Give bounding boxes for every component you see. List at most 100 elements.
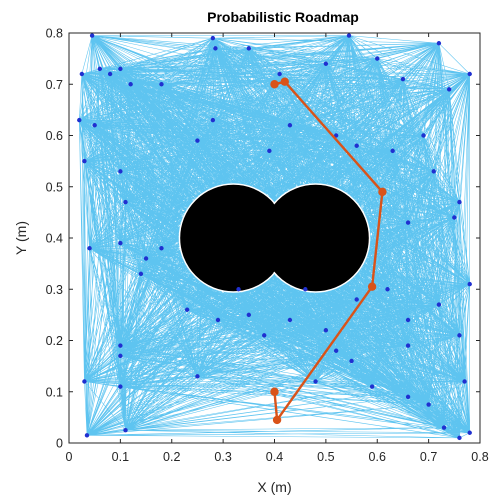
- roadmap-node: [354, 143, 359, 148]
- y-tick-label: 0.6: [46, 129, 63, 143]
- x-tick-label: 0.4: [266, 450, 283, 464]
- roadmap-node: [375, 56, 380, 61]
- roadmap-node: [467, 281, 472, 287]
- roadmap-node: [246, 46, 252, 51]
- x-tick-label: 0.1: [112, 450, 129, 464]
- roadmap-node: [346, 33, 352, 38]
- roadmap-nodes: [77, 33, 472, 441]
- y-axis-ticks: 0 0.1 0.2 0.3 0.4 0.5 0.6 0.7 0.8: [46, 27, 480, 451]
- y-tick-label: 0.5: [46, 180, 63, 194]
- roadmap-node: [287, 123, 293, 128]
- roadmap-node: [313, 379, 318, 384]
- roadmap-node: [426, 402, 431, 407]
- path-waypoint: [378, 187, 387, 197]
- roadmap-node: [457, 333, 462, 338]
- roadmap-node: [118, 343, 123, 348]
- y-tick-label: 0.7: [46, 78, 63, 92]
- roadmap-node: [369, 384, 375, 389]
- path-waypoint: [280, 77, 289, 86]
- roadmap-node: [436, 41, 442, 46]
- x-tick-label: 0.8: [471, 450, 488, 464]
- roadmap-node: [446, 87, 452, 92]
- roadmap-node: [184, 307, 190, 312]
- roadmap-node: [262, 333, 267, 338]
- roadmap-node: [287, 317, 293, 323]
- roadmap-node: [323, 328, 329, 333]
- roadmap-node: [213, 46, 218, 51]
- y-tick-label: 0.8: [46, 27, 63, 41]
- roadmap-node: [107, 71, 113, 77]
- roadmap-node: [92, 123, 97, 128]
- roadmap-node: [462, 379, 467, 384]
- roadmap-node: [405, 220, 411, 225]
- roadmap-node: [118, 169, 123, 174]
- roadmap-node: [441, 425, 447, 430]
- y-tick-label: 0.1: [46, 385, 63, 399]
- roadmap-node: [128, 82, 133, 87]
- path-waypoint: [272, 415, 282, 425]
- roadmap-node: [421, 133, 426, 138]
- roadmap-node: [159, 82, 164, 87]
- x-tick-label: 0.6: [369, 450, 386, 464]
- roadmap-node: [118, 240, 123, 246]
- roadmap-node: [97, 66, 103, 72]
- y-tick-label: 0.2: [46, 334, 63, 348]
- y-tick-label: 0.3: [46, 283, 63, 297]
- roadmap-node: [143, 256, 149, 261]
- x-tick-label: 0.7: [420, 450, 437, 464]
- obstacles: [178, 183, 371, 293]
- roadmap-node: [457, 435, 462, 441]
- roadmap-node: [118, 353, 123, 359]
- roadmap-node: [210, 35, 216, 41]
- y-axis-label: Y (m): [13, 221, 29, 255]
- x-tick-label: 0.5: [317, 450, 334, 464]
- roadmap-node: [431, 169, 436, 174]
- roadmap-node: [349, 358, 354, 364]
- roadmap-node: [195, 374, 200, 379]
- roadmap-node: [215, 317, 221, 323]
- path-waypoint: [270, 80, 279, 89]
- roadmap-node: [457, 199, 462, 205]
- x-tick-label: 0: [66, 450, 73, 464]
- x-tick-label: 0.2: [163, 450, 180, 464]
- roadmap-node: [303, 287, 308, 292]
- x-tick-label: 0.3: [214, 450, 231, 464]
- y-tick-label: 0.4: [46, 232, 63, 246]
- roadmap-node: [467, 430, 472, 435]
- roadmap-node: [436, 302, 442, 307]
- obstacle-fill-1: [180, 185, 287, 291]
- roadmap-node: [333, 348, 339, 353]
- roadmap-node: [77, 117, 82, 123]
- roadmap-node: [195, 138, 200, 143]
- path-waypoint: [367, 282, 377, 291]
- roadmap-node: [84, 433, 90, 438]
- roadmap-node: [277, 71, 282, 77]
- roadmap-node: [246, 312, 252, 318]
- roadmap-node: [118, 384, 123, 389]
- roadmap-node: [323, 61, 329, 66]
- path-waypoint: [270, 387, 279, 396]
- roadmap-node: [82, 379, 87, 384]
- roadmap-node: [89, 33, 95, 38]
- obstacle-fill-2: [262, 185, 369, 291]
- roadmap-node: [123, 199, 128, 205]
- roadmap-node: [79, 71, 85, 77]
- roadmap-node: [405, 394, 411, 400]
- roadmap-node: [236, 287, 241, 292]
- roadmap-node: [333, 133, 339, 138]
- roadmap-node: [452, 215, 457, 220]
- roadmap-node: [87, 246, 92, 251]
- roadmap-node: [405, 317, 411, 323]
- roadmap-node: [267, 148, 272, 154]
- roadmap-node: [385, 287, 390, 292]
- roadmap-node: [354, 297, 359, 302]
- roadmap-node: [405, 343, 411, 348]
- planned-path: [270, 77, 387, 425]
- roadmap-node: [210, 117, 216, 123]
- roadmap-node: [118, 66, 123, 72]
- x-axis-ticks: 0 0.1 0.2 0.3 0.4 0.5 0.6 0.7 0.8: [66, 33, 489, 464]
- roadmap-node: [159, 246, 164, 251]
- roadmap-node: [467, 71, 472, 77]
- y-tick-label: 0: [56, 437, 63, 451]
